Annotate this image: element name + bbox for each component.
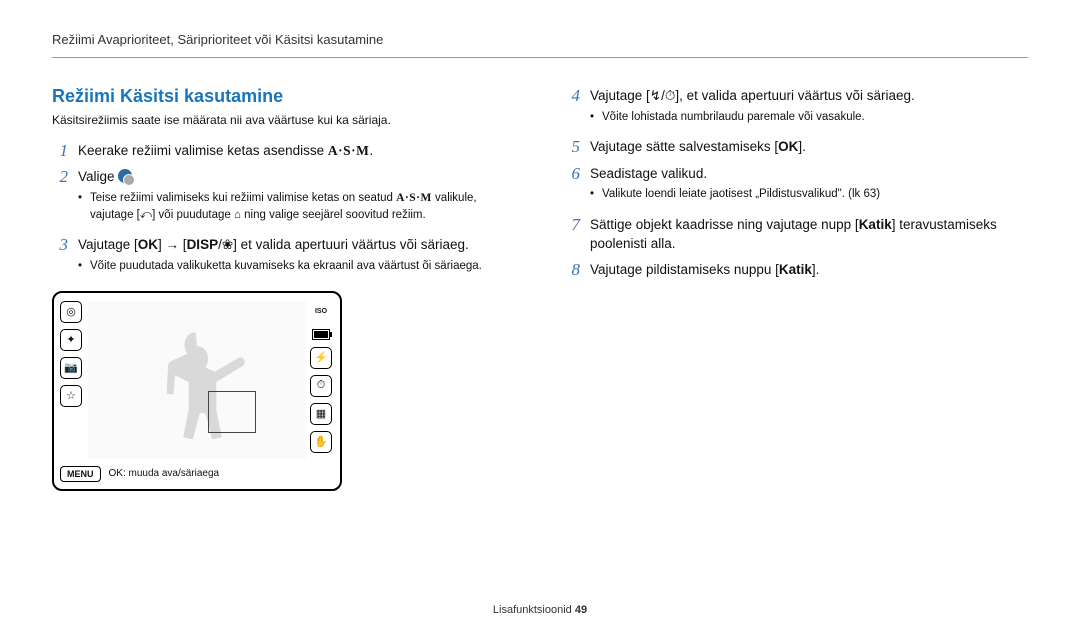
- macro-icon: ❀: [222, 237, 233, 252]
- asm-icon: A·S·M: [328, 143, 370, 158]
- step-number: 7: [564, 215, 580, 254]
- asm-icon: A·S·M: [396, 192, 432, 204]
- left-column: Režiimi Käsitsi kasutamine Käsitsirežiim…: [52, 86, 516, 491]
- step-2: 2 Valige . Teise režiimi valimiseks kui …: [52, 167, 516, 229]
- lcd-flash-icon: ⚡: [310, 347, 332, 369]
- shutter-key: Katik: [859, 217, 892, 232]
- step-number: 3: [52, 235, 68, 280]
- lcd-battery-icon: [310, 329, 332, 341]
- step-number: 4: [564, 86, 580, 131]
- disp-key: DISP: [187, 237, 219, 252]
- section-intro: Käsitsirežiimis saate ise määrata nii av…: [52, 113, 516, 127]
- lcd-timer-icon: ⏱: [310, 375, 332, 397]
- step-4: 4 Vajutage [↯/⏱], et valida apertuuri vä…: [564, 86, 1028, 131]
- home-icon: ⌂: [234, 209, 241, 221]
- lcd-effect-icon: ☆: [60, 385, 82, 407]
- lcd-focus-icon: ▦: [310, 403, 332, 425]
- step-number: 5: [564, 137, 580, 157]
- lcd-illustration: ◎ ✦ 📷 ☆ ISO ⚡ ⏱ ▦ ✋ F3.2 1/30s I: [52, 291, 342, 491]
- lcd-mode-icon: ◎: [60, 301, 82, 323]
- ok-key: OK: [138, 237, 158, 252]
- step-number: 1: [52, 141, 68, 161]
- lcd-camera-icon: 📷: [60, 357, 82, 379]
- shutter-key: Katik: [779, 262, 812, 277]
- step-1: 1 Keerake režiimi valimise ketas asendis…: [52, 141, 516, 161]
- step-3: 3 Vajutage [OK] → [DISP/❀] et valida ape…: [52, 235, 516, 280]
- right-column: 4 Vajutage [↯/⏱], et valida apertuuri vä…: [564, 86, 1028, 491]
- page-header: Režiimi Avaprioriteet, Säriprioriteet võ…: [52, 32, 1028, 58]
- lcd-caption: OK: muuda ava/säriaega: [109, 468, 220, 479]
- step-7: 7 Sättige objekt kaadrisse ning vajutage…: [564, 215, 1028, 254]
- section-title: Režiimi Käsitsi kasutamine: [52, 86, 516, 107]
- step-text: Seadistage valikud.: [590, 166, 707, 181]
- lcd-menu-button: MENU: [60, 466, 101, 482]
- lcd-iso-icon: ISO: [310, 301, 332, 323]
- ok-key: OK: [778, 139, 798, 154]
- back-key-icon: ⤺: [140, 209, 152, 221]
- step-2-bullet: Teise režiimi valimiseks kui režiimi val…: [78, 190, 516, 223]
- lcd-shoot-icon: ✦: [60, 329, 82, 351]
- step-number: 2: [52, 167, 68, 229]
- step-6: 6 Seadistage valikud. Valikute loendi le…: [564, 164, 1028, 209]
- step-4-bullet: Võite lohistada numbrilaudu paremale või…: [590, 109, 1028, 126]
- flash-key-icon: ↯: [650, 88, 661, 103]
- lcd-stab-icon: ✋: [310, 431, 332, 453]
- step-text: Valige: [78, 169, 118, 184]
- step-6-bullet: Valikute loendi leiate jaotisest „Pildis…: [590, 186, 1028, 203]
- page-footer: Lisafunktsioonid 49: [0, 604, 1080, 616]
- lcd-af-frame: [208, 391, 256, 433]
- step-8: 8 Vajutage pildistamiseks nuppu [Katik].: [564, 260, 1028, 280]
- step-number: 6: [564, 164, 580, 209]
- step-3-bullet: Võite puudutada valikuketta kuvamiseks k…: [78, 258, 516, 275]
- step-text: Keerake režiimi valimise ketas asendisse: [78, 143, 328, 158]
- mode-dial-icon: [118, 169, 132, 183]
- step-number: 8: [564, 260, 580, 280]
- timer-key-icon: ⏱: [665, 88, 676, 103]
- step-5: 5 Vajutage sätte salvestamiseks [OK].: [564, 137, 1028, 157]
